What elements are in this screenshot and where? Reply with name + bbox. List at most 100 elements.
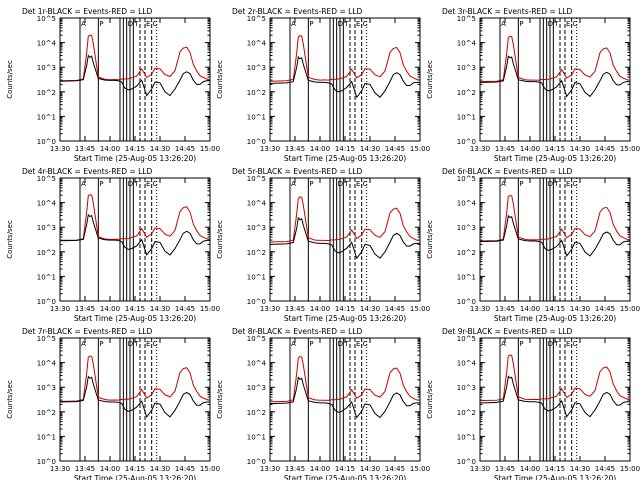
x-tick-label: 14:00 <box>520 145 540 153</box>
y-tick-label: 10^3 <box>457 64 476 72</box>
y-tick-label: 10^1 <box>247 433 266 441</box>
y-tick-label: 10^4 <box>247 40 267 48</box>
panel-det-9: Det 9r-BLACK = Events-RED = LLD A P D T E C 10^… <box>426 327 640 480</box>
attenuator-label: C <box>573 340 578 348</box>
x-axis-label: Start Time (25-Aug-05 13:26:20) <box>494 474 616 480</box>
y-tick-label: 10^1 <box>457 113 476 121</box>
y-tick-label: 10^3 <box>247 384 266 392</box>
attenuator-label: D <box>128 20 133 28</box>
panel-det-2: Det 2r-BLACK = Events-RED = LLD A P D T E C 10^… <box>216 7 430 163</box>
attenuator-label: T <box>133 20 139 28</box>
x-tick-label: 15:00 <box>410 465 430 473</box>
attenuator-label: D <box>548 180 553 188</box>
attenuator-label: E <box>356 20 360 28</box>
y-tick-label: 10^0 <box>247 138 266 146</box>
x-tick-label: 14:15 <box>125 305 145 313</box>
y-tick-label: 10^4 <box>247 360 267 368</box>
attenuator-label: T <box>553 20 559 28</box>
y-axis-label: Counts/sec <box>6 220 14 259</box>
series-lld-line <box>479 214 630 257</box>
y-axis-label: Counts/sec <box>426 220 434 259</box>
x-axis-label: Start Time (25-Aug-05 13:26:20) <box>284 314 406 323</box>
x-tick-label: 14:00 <box>520 465 540 473</box>
y-tick-label: 10^1 <box>247 113 266 121</box>
plot-frame <box>269 337 421 462</box>
series-events-line <box>59 194 211 241</box>
x-tick-label: 15:00 <box>410 145 430 153</box>
series-events-line <box>269 196 421 243</box>
y-tick-label: 10^4 <box>37 360 57 368</box>
attenuator-label: T <box>133 180 139 188</box>
x-tick-label: 13:45 <box>495 465 515 473</box>
attenuator-label: D <box>548 20 553 28</box>
x-tick-label: 13:30 <box>50 145 70 153</box>
plot-frame <box>269 177 421 302</box>
x-tick-label: 15:00 <box>620 465 640 473</box>
y-axis-label: Counts/sec <box>6 60 14 99</box>
y-tick-label: 10^5 <box>37 335 56 343</box>
y-tick-label: 10^3 <box>247 64 266 72</box>
y-axis-label: Counts/sec <box>426 380 434 419</box>
y-tick-label: 10^1 <box>457 433 476 441</box>
x-tick-label: 14:30 <box>360 305 380 313</box>
panel-title: Det 6r-BLACK = Events-RED = LLD <box>442 167 572 176</box>
panel-det-6: Det 6r-BLACK = Events-RED = LLD A P D T E C 10^… <box>426 167 640 323</box>
attenuator-label: C <box>363 340 368 348</box>
y-tick-label: 10^2 <box>457 89 476 97</box>
y-tick-label: 10^4 <box>37 200 57 208</box>
attenuator-label: A <box>501 180 506 188</box>
x-tick-label: 14:30 <box>150 145 170 153</box>
x-tick-label: 13:45 <box>75 465 95 473</box>
attenuator-label: P <box>309 340 313 348</box>
attenuator-label: C <box>573 180 578 188</box>
y-tick-label: 10^5 <box>247 15 266 23</box>
x-tick-label: 14:45 <box>595 305 615 313</box>
attenuator-label: A <box>291 20 296 28</box>
x-tick-label: 13:45 <box>285 465 305 473</box>
y-tick-label: 10^3 <box>37 224 56 232</box>
panel-title: Det 2r-BLACK = Events-RED = LLD <box>232 7 362 16</box>
y-tick-label: 10^1 <box>37 433 56 441</box>
x-tick-label: 14:45 <box>385 465 405 473</box>
x-axis-label: Start Time (25-Aug-05 13:26:20) <box>74 474 196 480</box>
attenuator-label: D <box>338 340 343 348</box>
attenuator-label: T <box>343 180 349 188</box>
y-tick-label: 10^1 <box>457 273 476 281</box>
series-events-line <box>269 35 421 82</box>
x-tick-label: 14:30 <box>360 465 380 473</box>
series-lld-line <box>59 54 210 97</box>
panel-title: Det 1r-BLACK = Events-RED = LLD <box>22 7 152 16</box>
x-tick-label: 13:30 <box>50 465 70 473</box>
x-tick-label: 14:30 <box>570 305 590 313</box>
y-tick-label: 10^4 <box>457 360 477 368</box>
y-tick-label: 10^5 <box>457 175 476 183</box>
attenuator-label: A <box>501 20 506 28</box>
y-tick-label: 10^5 <box>457 15 476 23</box>
x-tick-label: 14:15 <box>335 305 355 313</box>
attenuator-label: P <box>99 20 103 28</box>
x-tick-label: 14:00 <box>520 305 540 313</box>
y-tick-label: 10^0 <box>457 298 476 306</box>
y-tick-label: 10^1 <box>247 273 266 281</box>
attenuator-label: E <box>146 340 150 348</box>
y-tick-label: 10^3 <box>247 224 266 232</box>
y-tick-label: 10^2 <box>457 249 476 257</box>
x-tick-label: 14:45 <box>595 465 615 473</box>
x-tick-label: 13:30 <box>470 305 490 313</box>
y-axis-label: Counts/sec <box>216 60 224 99</box>
attenuator-label: T <box>553 180 559 188</box>
x-tick-label: 14:00 <box>310 465 330 473</box>
attenuator-label: T <box>343 340 349 348</box>
x-tick-label: 15:00 <box>620 305 640 313</box>
attenuator-label: P <box>519 180 523 188</box>
panel-title: Det 5r-BLACK = Events-RED = LLD <box>232 167 362 176</box>
x-tick-label: 13:30 <box>260 305 280 313</box>
x-tick-label: 14:15 <box>335 145 355 153</box>
x-tick-label: 14:30 <box>150 465 170 473</box>
panel-det-3: Det 3r-BLACK = Events-RED = LLD A P D T E C 10^… <box>426 7 640 163</box>
y-tick-label: 10^2 <box>457 409 476 417</box>
x-tick-label: 13:30 <box>50 305 70 313</box>
attenuator-label: A <box>291 180 296 188</box>
y-tick-label: 10^5 <box>247 335 266 343</box>
x-tick-label: 14:15 <box>335 465 355 473</box>
